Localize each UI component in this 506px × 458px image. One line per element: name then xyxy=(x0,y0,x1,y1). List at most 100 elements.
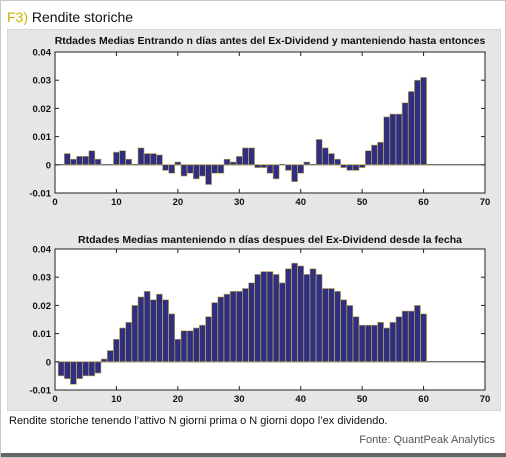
bar xyxy=(278,282,286,363)
bar xyxy=(162,299,169,363)
bar xyxy=(321,147,329,166)
bar xyxy=(211,302,219,363)
bar xyxy=(242,147,249,166)
bar xyxy=(346,305,354,363)
figure-title: F3) Rendite storiche xyxy=(7,9,133,25)
bar xyxy=(371,324,378,363)
x-tick-label: 70 xyxy=(480,197,491,208)
bar xyxy=(156,293,163,363)
figure-source: Fonte: QuantPeak Analytics xyxy=(359,434,495,446)
bar xyxy=(94,361,102,374)
bar xyxy=(186,164,194,174)
bar xyxy=(260,271,268,363)
bar xyxy=(100,358,108,363)
bar xyxy=(57,361,65,377)
bar xyxy=(113,151,120,166)
bar xyxy=(82,361,90,377)
bar xyxy=(199,324,206,363)
bar xyxy=(119,327,126,363)
bar xyxy=(315,139,323,166)
chart-title: Rtdades Medias manteniendo n días despue… xyxy=(78,234,462,246)
x-tick-label: 50 xyxy=(357,394,368,405)
bar xyxy=(401,102,409,166)
bar xyxy=(297,164,305,174)
y-tick-label: 0.03 xyxy=(33,273,52,284)
bar xyxy=(346,164,354,171)
y-tick-label: 0.04 xyxy=(33,48,52,59)
bar xyxy=(414,305,421,363)
bar xyxy=(383,116,391,166)
bar xyxy=(334,290,341,363)
bar xyxy=(186,330,194,363)
bar xyxy=(143,290,151,363)
bar xyxy=(371,144,378,166)
bar xyxy=(420,77,427,166)
bottom-rule xyxy=(1,453,506,457)
bar xyxy=(420,313,427,363)
figure-label: F3) xyxy=(7,9,28,25)
x-tick-label: 40 xyxy=(295,394,306,405)
figure-caption: Rendite storiche tenendo l’attivo N gior… xyxy=(9,415,388,427)
bar xyxy=(266,164,274,174)
bar xyxy=(395,316,403,363)
bar xyxy=(254,164,262,168)
bar xyxy=(76,361,83,380)
chart-top: Rtdades Medias Entrando n días antes del… xyxy=(29,35,490,208)
bar xyxy=(156,154,163,166)
bar xyxy=(364,150,372,166)
bar xyxy=(389,113,397,166)
bar xyxy=(235,290,243,363)
bar xyxy=(217,296,225,363)
chart-panel: Rtdades Medias Entrando n días antes del… xyxy=(7,29,501,411)
bar xyxy=(291,164,298,183)
x-tick-label: 30 xyxy=(234,394,245,405)
x-tick-label: 0 xyxy=(52,197,57,208)
bar xyxy=(137,147,145,166)
bar xyxy=(137,296,145,363)
x-tick-label: 10 xyxy=(111,394,122,405)
bar xyxy=(70,361,77,385)
bar xyxy=(266,271,274,363)
bar xyxy=(199,164,206,177)
bar xyxy=(358,164,366,168)
bar xyxy=(272,164,280,180)
bar xyxy=(223,293,231,363)
figure-title-text: Rendite storiche xyxy=(31,9,134,25)
bar xyxy=(248,147,255,166)
bar xyxy=(63,361,71,380)
charts-svg: Rtdades Medias Entrando n días antes del… xyxy=(29,35,490,405)
y-tick-label: 0.03 xyxy=(33,76,52,87)
bar xyxy=(76,156,83,166)
y-tick-label: 0.02 xyxy=(33,104,52,115)
bar xyxy=(401,310,409,363)
bar xyxy=(88,150,96,166)
bar xyxy=(340,164,348,168)
bar xyxy=(180,330,188,363)
bar xyxy=(63,153,71,166)
x-tick-label: 0 xyxy=(52,394,57,405)
bar xyxy=(174,161,182,166)
bar xyxy=(242,288,249,363)
bar xyxy=(88,361,96,377)
bar xyxy=(315,274,323,363)
bar xyxy=(205,164,212,185)
x-tick-label: 10 xyxy=(111,197,122,208)
bar xyxy=(217,164,225,174)
bar xyxy=(143,153,151,166)
bar xyxy=(291,262,298,363)
bar xyxy=(377,141,384,166)
bar xyxy=(94,158,102,166)
y-tick-label: 0 xyxy=(46,160,51,171)
x-tick-label: 60 xyxy=(418,394,429,405)
bar xyxy=(340,299,348,363)
bar xyxy=(407,310,415,363)
x-tick-label: 60 xyxy=(418,197,429,208)
bar xyxy=(383,327,391,363)
bar xyxy=(211,164,219,174)
bar xyxy=(235,156,243,166)
bar xyxy=(254,274,262,363)
bar xyxy=(272,274,280,363)
bar xyxy=(149,153,157,166)
bar xyxy=(125,158,133,166)
